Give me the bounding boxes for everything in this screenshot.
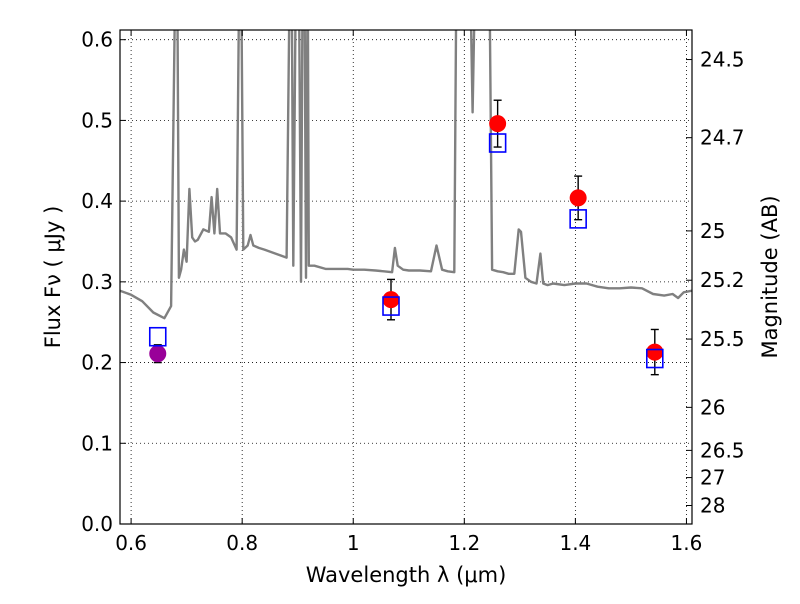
x-tick-label-1: 0.8 xyxy=(226,531,258,555)
right-axis-label: Magnitude (AB) xyxy=(758,195,782,358)
spectrum-line xyxy=(120,30,692,320)
right-tick-label-7: 27 xyxy=(700,466,725,490)
x-tick-label-5: 1.6 xyxy=(671,531,703,555)
model-square-4 xyxy=(645,348,664,369)
data-point-1-2 xyxy=(569,189,587,207)
right-tick-label-2: 25 xyxy=(700,219,725,243)
data-point-1-3 xyxy=(646,343,664,361)
x-tick-label-2: 1 xyxy=(347,531,360,555)
data-point-2-0 xyxy=(149,345,167,363)
plot-frame xyxy=(119,29,693,525)
x-tick-label-4: 1.4 xyxy=(559,531,591,555)
data-point-1-1 xyxy=(489,115,507,133)
x-tick-label-3: 1.2 xyxy=(448,531,480,555)
model-square-3 xyxy=(569,209,587,229)
x-tick-label-0: 0.6 xyxy=(115,531,147,555)
y-tick-label-0: 0.0 xyxy=(81,512,113,536)
right-tick-label-8: 28 xyxy=(700,494,725,518)
right-tick-label-1: 24.7 xyxy=(700,126,745,150)
model-square-2 xyxy=(488,133,507,153)
y-tick-label-6: 0.6 xyxy=(81,28,113,52)
axis-ticks: 0.6 0.8 1 1.2 1.4 1.6 0.0 0.1 0.2 0.3 0.4 0.5 0.6 24.… xyxy=(81,28,744,555)
data-point-1-0 xyxy=(382,291,400,309)
right-tick-label-6: 26.5 xyxy=(700,438,745,462)
y-tick-label-4: 0.4 xyxy=(81,189,113,213)
y-tick-label-2: 0.2 xyxy=(81,351,113,375)
model-square-0 xyxy=(148,326,167,347)
x-axis-label: Wavelength λ (μm) xyxy=(306,563,507,587)
y-axis-label: Flux Fν ( μJy ) xyxy=(41,206,65,349)
model-square-1 xyxy=(382,296,400,316)
right-tick-label-4: 25.5 xyxy=(700,327,745,351)
y-tick-label-1: 0.1 xyxy=(81,431,113,455)
right-tick-label-3: 25.2 xyxy=(700,268,745,292)
right-tick-label-5: 26 xyxy=(700,395,725,419)
right-tick-label-0: 24.5 xyxy=(700,48,745,72)
markers xyxy=(148,99,664,376)
plot-area xyxy=(120,30,692,320)
y-tick-label-3: 0.3 xyxy=(81,270,113,294)
y-tick-label-5: 0.5 xyxy=(81,108,113,132)
